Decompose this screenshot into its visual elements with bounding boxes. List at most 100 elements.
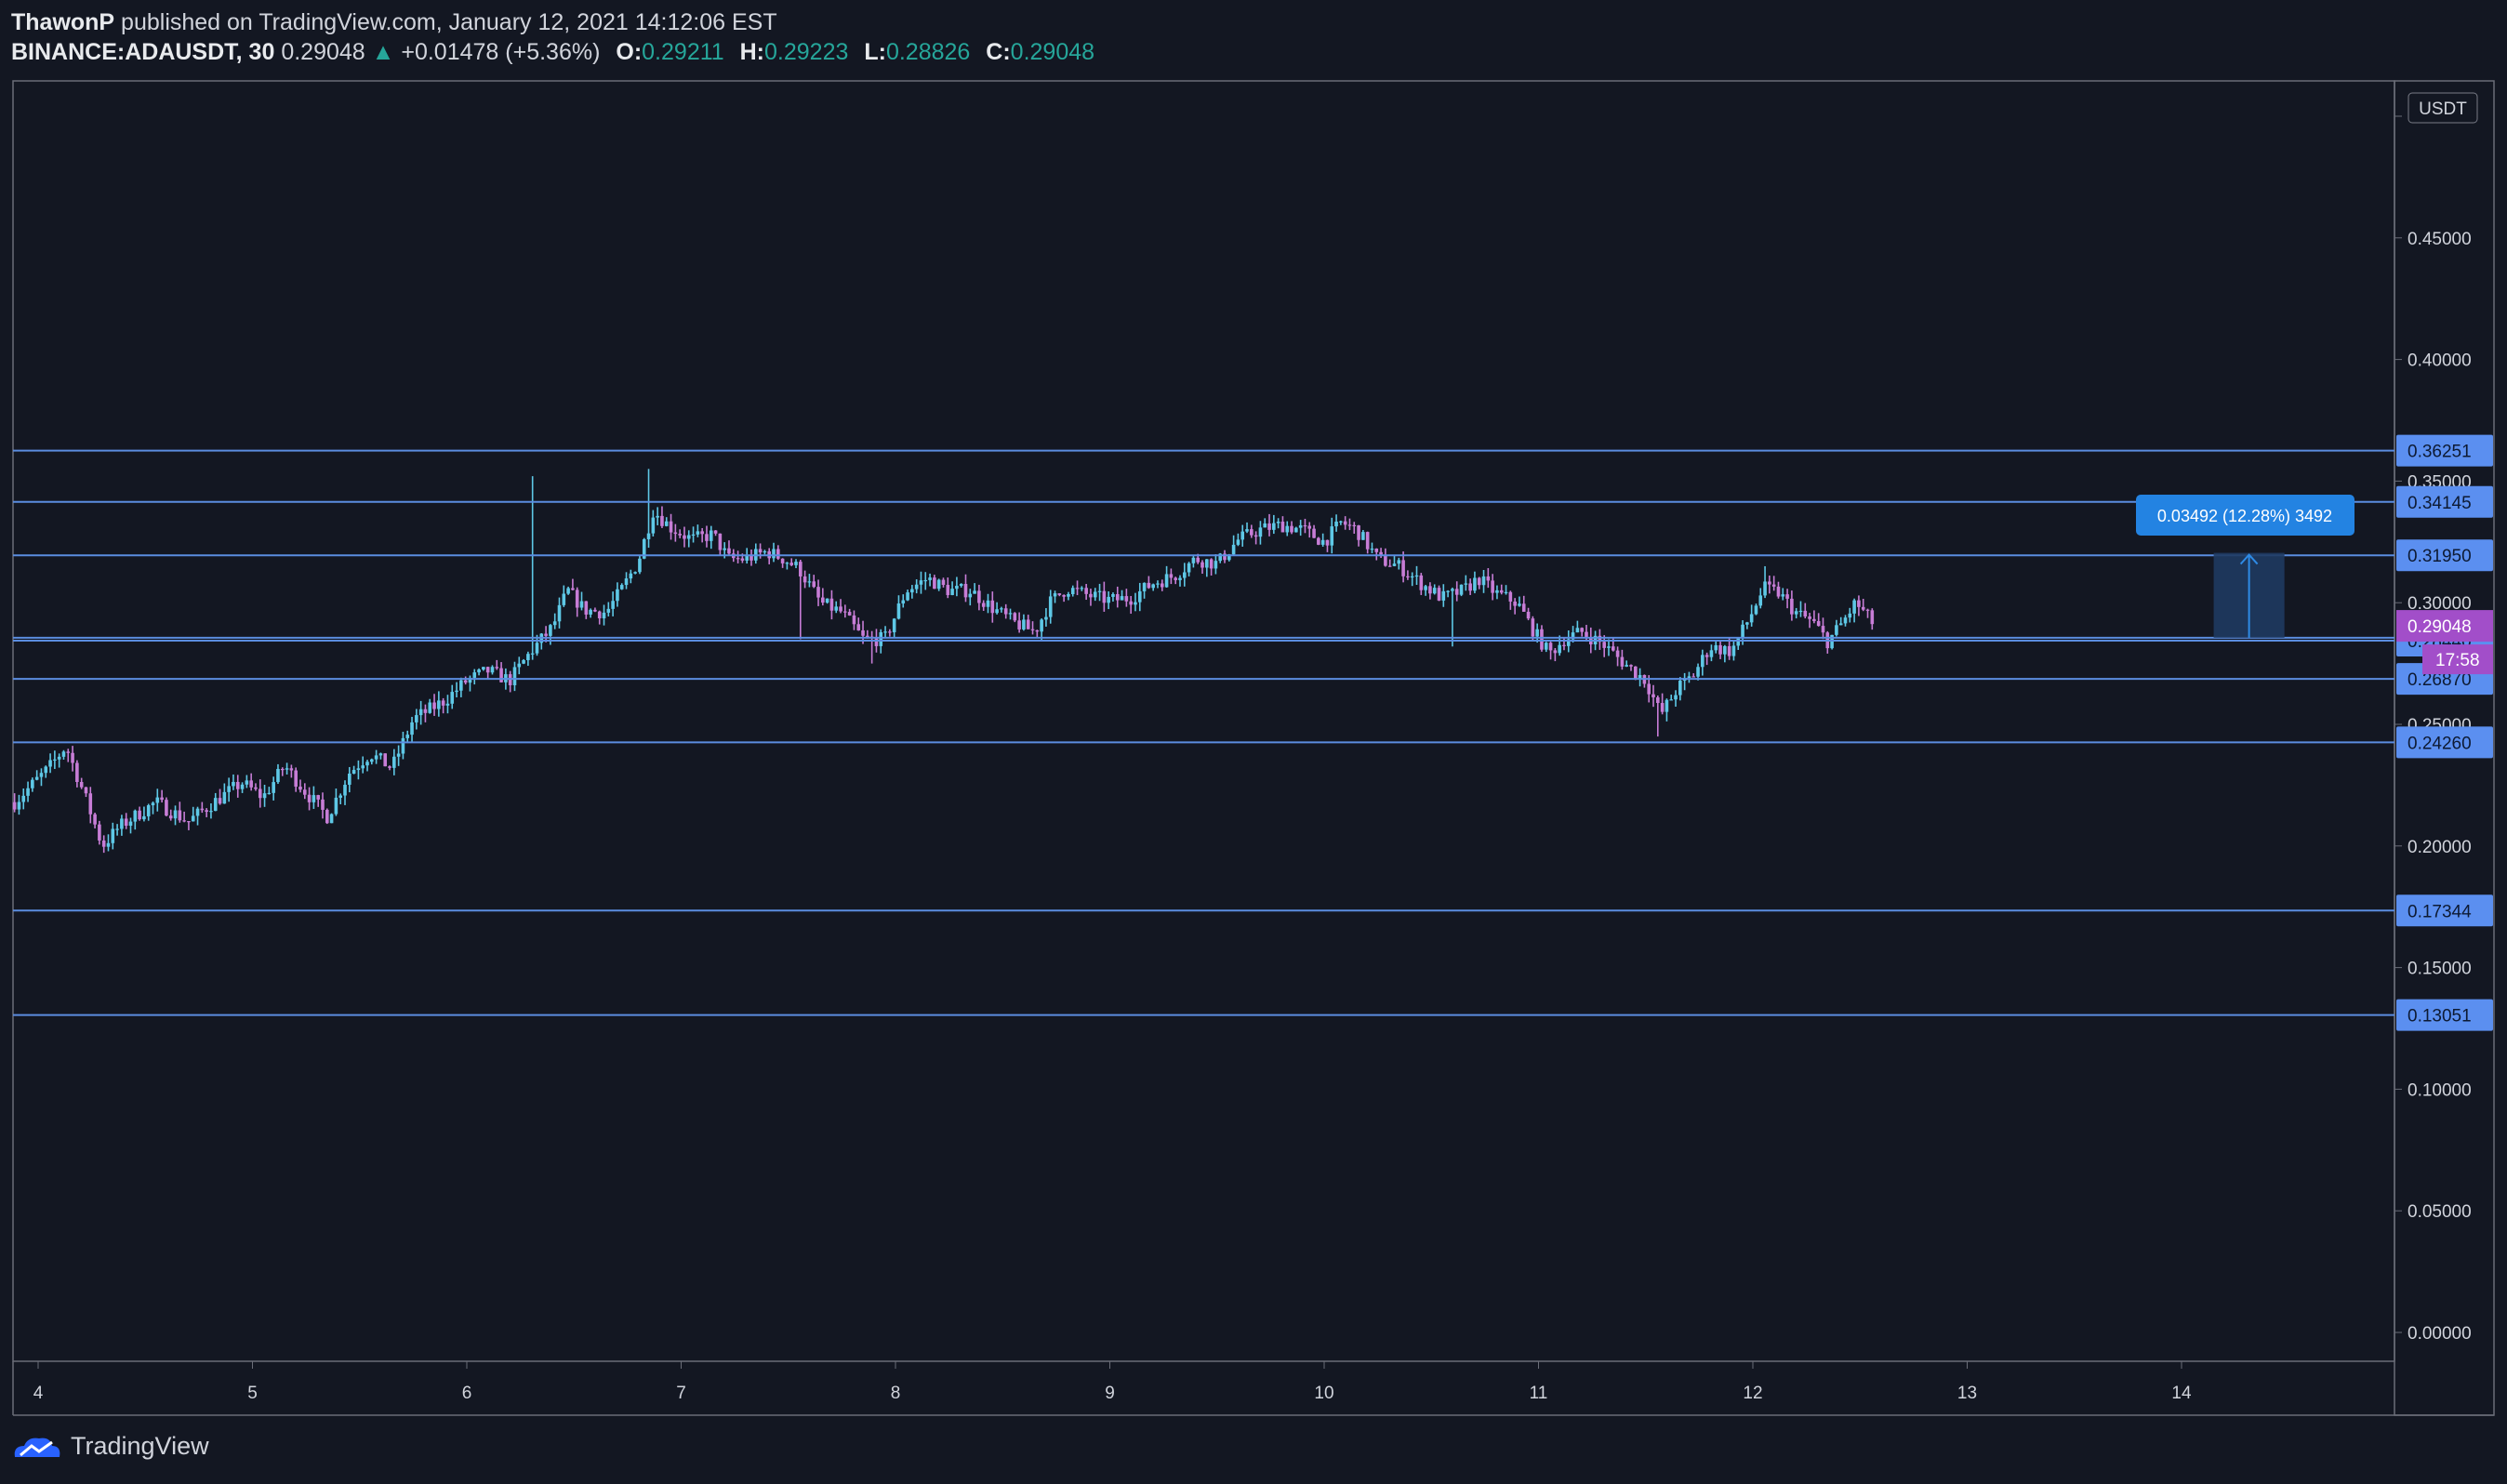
candle-body — [477, 669, 481, 673]
level-label-bg — [2396, 894, 2493, 927]
level-label-bg — [2396, 539, 2493, 572]
candle — [374, 749, 378, 764]
candle-body — [1187, 563, 1191, 573]
candle-body — [619, 585, 624, 590]
candle-body — [1776, 586, 1781, 597]
candle-body — [1607, 646, 1611, 648]
candle-body — [71, 752, 74, 763]
candle — [1634, 666, 1638, 681]
candle — [378, 752, 383, 760]
time-tick-label: 4 — [33, 1384, 44, 1403]
candle — [892, 617, 896, 638]
candle — [1258, 521, 1263, 545]
candle-body — [227, 786, 231, 792]
candle — [209, 803, 213, 819]
candle-body — [1477, 577, 1481, 586]
candle — [361, 756, 365, 774]
candle-body — [535, 643, 539, 654]
candle-body — [445, 703, 450, 706]
candle — [325, 808, 329, 825]
candle-body — [906, 592, 909, 601]
candle-body — [963, 583, 968, 598]
symbol-name[interactable]: BINANCE:ADAUSDT, 30 — [11, 39, 275, 65]
candle — [1723, 644, 1727, 663]
candle — [1598, 629, 1602, 650]
candle-body — [816, 587, 820, 598]
candle-body — [1812, 618, 1816, 621]
level-label-text: 0.24260 — [2408, 734, 2472, 753]
candle — [334, 788, 338, 816]
candle — [789, 558, 794, 566]
candle — [1263, 518, 1267, 528]
candle — [227, 777, 231, 802]
candle — [485, 666, 490, 680]
candle-body — [1339, 521, 1343, 523]
candle-body — [1169, 574, 1174, 578]
candle-body — [187, 821, 191, 823]
candle — [933, 575, 936, 590]
candle — [1518, 596, 1521, 607]
candle — [669, 513, 673, 540]
candle-body — [423, 709, 428, 713]
candle — [48, 753, 52, 774]
candle-body — [1865, 609, 1870, 611]
candle — [490, 665, 495, 675]
time-tick-label: 8 — [891, 1384, 901, 1403]
candle — [1486, 567, 1491, 589]
candle-body — [235, 781, 240, 789]
candle — [240, 782, 245, 793]
candle-body — [21, 795, 26, 802]
candle — [388, 765, 391, 771]
candle-body — [325, 809, 329, 824]
candle — [1102, 581, 1107, 612]
candle — [888, 629, 892, 637]
candle — [352, 765, 356, 775]
candle-body — [374, 755, 378, 760]
level-label-text: 0.34145 — [2408, 494, 2472, 513]
candle — [1852, 598, 1856, 623]
candle-body — [1384, 554, 1387, 566]
candle-body — [1745, 622, 1749, 625]
candle — [686, 530, 691, 548]
candle-body — [1263, 523, 1267, 528]
candle-body — [611, 601, 615, 609]
level-price-label: 0.34145 — [2396, 485, 2493, 518]
low-value: 0.28826 — [885, 39, 971, 65]
level-price-label: 0.24260 — [2396, 726, 2493, 759]
candle — [629, 569, 633, 584]
candle — [1290, 521, 1293, 535]
candle-body — [1245, 529, 1249, 532]
candle — [71, 746, 74, 772]
candle-body — [61, 751, 66, 757]
candle-body — [736, 558, 740, 560]
brand-name: TradingView — [71, 1432, 209, 1460]
candle-body — [1250, 529, 1254, 536]
candle — [1187, 562, 1191, 576]
candle — [977, 584, 981, 611]
level-label-text: 0.13051 — [2408, 1007, 2472, 1027]
candle-body — [946, 585, 950, 595]
candle — [1120, 590, 1124, 601]
candle-body — [1044, 616, 1048, 620]
candle — [834, 601, 839, 614]
candle-body — [365, 762, 369, 766]
time-tick-label: 12 — [1743, 1384, 1762, 1403]
candle-body — [1790, 598, 1794, 615]
candle — [329, 813, 334, 824]
candle-body — [115, 828, 119, 830]
candle-body — [866, 635, 869, 637]
candle-body — [593, 609, 597, 612]
candle-body — [1428, 586, 1432, 594]
candle — [1696, 663, 1700, 681]
tradingview-branding[interactable]: TradingView — [11, 1432, 209, 1461]
candle-body — [616, 589, 619, 602]
candle — [946, 577, 950, 599]
candle-body — [973, 590, 976, 594]
candle-body — [1803, 610, 1808, 616]
candle — [1776, 581, 1781, 599]
candle-body — [727, 548, 731, 554]
candle-body — [678, 534, 682, 536]
price-tick-label: 0.40000 — [2408, 351, 2472, 371]
author-name[interactable]: ThawonP — [11, 9, 115, 35]
